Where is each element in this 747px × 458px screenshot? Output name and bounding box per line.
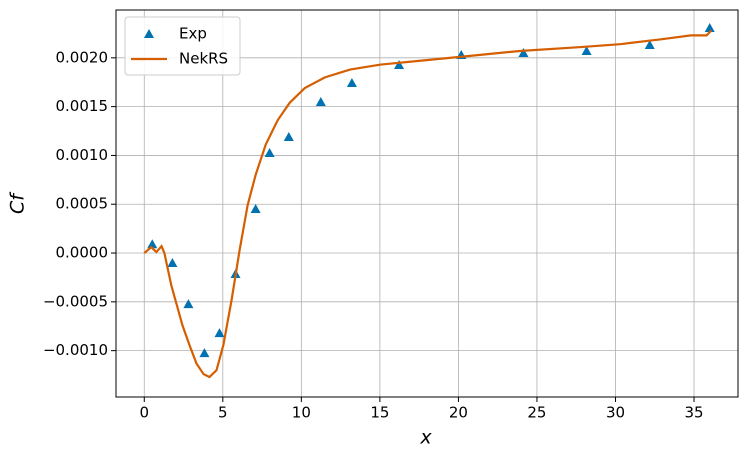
y-tick-label: 0.0000 <box>56 244 109 262</box>
plot-frame <box>115 9 739 398</box>
legend-label: NekRS <box>179 50 228 68</box>
data-point <box>264 147 275 157</box>
legend-label: Exp <box>179 25 207 43</box>
data-point <box>581 45 592 55</box>
legend-box <box>124 16 241 76</box>
x-tick-label: 20 <box>449 404 468 422</box>
x-tick-label: 5 <box>218 404 228 422</box>
data-point <box>283 131 294 141</box>
data-point <box>183 299 194 309</box>
data-point <box>167 257 178 267</box>
data-point <box>199 348 210 358</box>
x-axis-label: x <box>419 427 432 449</box>
data-point <box>315 97 326 107</box>
y-tick-label: 0.0015 <box>56 97 109 115</box>
data-point <box>147 239 158 249</box>
legend: Exp NekRS <box>124 16 241 76</box>
data-point <box>250 204 261 214</box>
data-point <box>394 60 405 70</box>
data-point <box>704 23 715 33</box>
data-line <box>143 29 713 379</box>
y-tick-label: 0.0010 <box>56 146 109 164</box>
x-tick-label: 15 <box>370 404 389 422</box>
data-point <box>644 40 655 50</box>
data-point <box>518 47 529 57</box>
y-axis-label: Cf <box>7 191 29 214</box>
y-tick-label: −0.0005 <box>43 292 108 310</box>
legend-marker <box>144 29 154 38</box>
y-tick-label: −0.0010 <box>43 341 108 359</box>
x-tick-label: 25 <box>527 404 546 422</box>
x-tick-label: 0 <box>139 404 149 422</box>
x-tick-label: 35 <box>684 404 703 422</box>
y-tick-label: 0.0020 <box>56 48 109 66</box>
x-tick-label: 30 <box>606 404 625 422</box>
data-point <box>214 328 225 338</box>
data-point <box>346 78 357 88</box>
x-tick-label: 10 <box>292 404 311 422</box>
y-tick-label: 0.0005 <box>56 195 109 213</box>
